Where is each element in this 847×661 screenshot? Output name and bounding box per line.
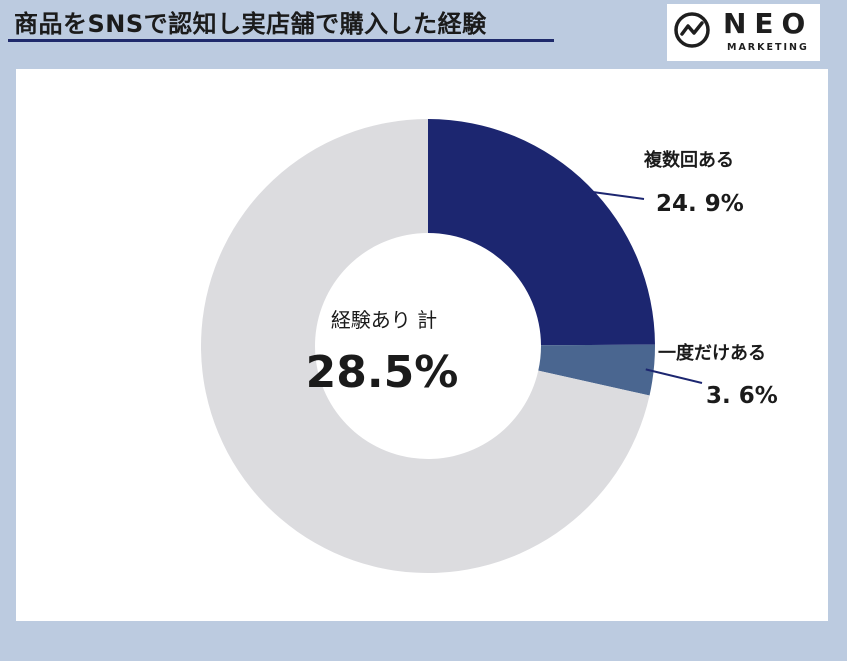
- slice-label-multiple: 複数回ある: [643, 149, 734, 171]
- page-title: 商品をSNSで認知し実店舗で購入した経験: [14, 10, 487, 38]
- slice-label-once: 一度だけある: [658, 342, 766, 364]
- slice-value-once: 3. 6%: [706, 383, 778, 409]
- leader-line-once: [645, 368, 703, 384]
- slice-value-multiple: 24. 9%: [656, 191, 744, 217]
- donut-chart: 経験あり 計 28.5% 複数回ある 24. 9% 一度だけある 3. 6%: [200, 119, 778, 573]
- leader-line-multiple: [582, 189, 645, 200]
- donut-slice-none: [200, 119, 650, 573]
- brand-logo: NEO MARKETING: [667, 4, 820, 61]
- center-label: 経験あり 計: [331, 308, 437, 332]
- logo-subtitle: MARKETING: [727, 42, 809, 53]
- chart-panel: 経験あり 計 28.5% 複数回ある 24. 9% 一度だけある 3. 6%: [16, 69, 828, 621]
- center-value: 28.5%: [306, 347, 459, 398]
- pulse-circle-icon: [674, 12, 710, 48]
- donut-slice-multiple: [428, 119, 655, 346]
- donut-slice-once: [538, 344, 655, 396]
- title-underline: [8, 39, 554, 42]
- logo-wordmark: NEO: [723, 7, 814, 40]
